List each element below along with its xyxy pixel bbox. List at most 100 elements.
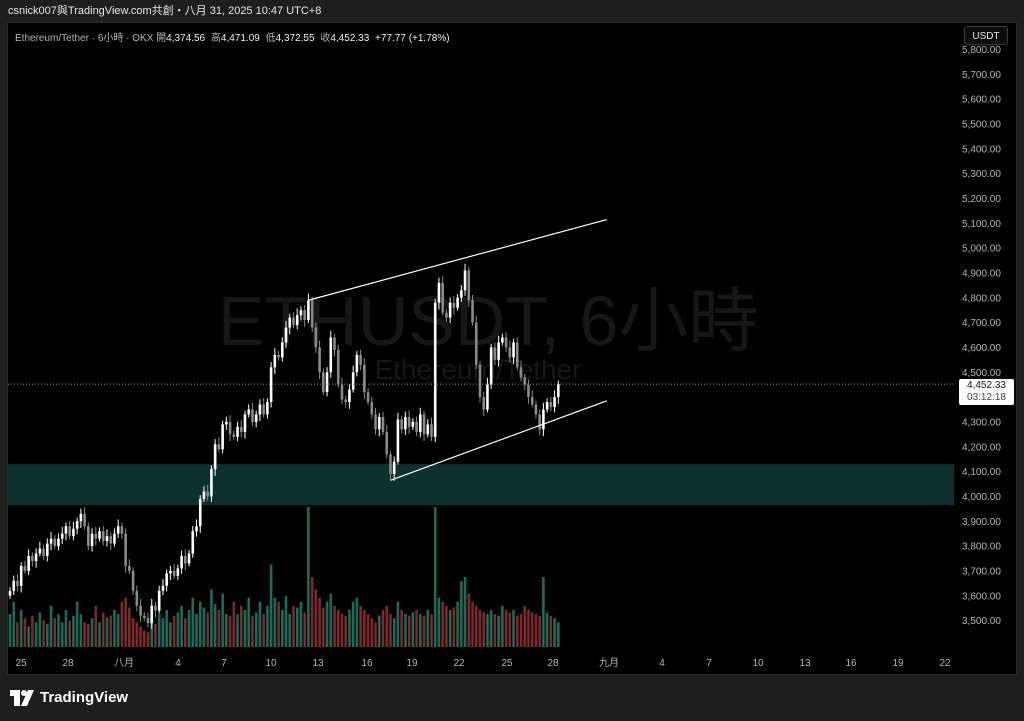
chart-legend: Ethereum/Tether · 6小時 · OKX 開4,374.56 高4…: [15, 29, 453, 44]
volume-bar: [128, 607, 131, 647]
volume-bar: [478, 609, 482, 647]
volume-bar: [75, 601, 79, 647]
volume-bar: [333, 605, 336, 647]
y-axis-label: 5,700.00: [962, 70, 1001, 81]
volume-bar: [239, 605, 243, 647]
candle-body: [467, 270, 471, 301]
volume-bar: [269, 564, 273, 647]
volume-bar: [251, 615, 254, 647]
candle-body: [433, 302, 437, 437]
candle-body: [310, 300, 314, 328]
volume-bar: [198, 601, 202, 647]
y-axis-label: 4,800.00: [962, 293, 1001, 304]
candle-body: [262, 404, 265, 415]
y-axis-label: 3,600.00: [962, 591, 1001, 602]
candle-body: [325, 372, 329, 393]
y-axis-label: 5,600.00: [962, 95, 1001, 106]
candle-body: [534, 404, 538, 415]
volume-bar: [83, 622, 86, 647]
volume-bar: [381, 609, 385, 647]
candle-body: [389, 454, 392, 475]
candle-body: [191, 531, 195, 554]
volume-bar: [325, 601, 329, 647]
volume-bar: [411, 612, 415, 647]
volume-bar: [161, 618, 165, 647]
candle-body: [549, 402, 553, 408]
volume-bar: [348, 609, 351, 647]
candle-body: [254, 414, 258, 422]
share-header: csnick007與TradingView.com共創・八月 31, 2025 …: [0, 0, 1024, 22]
y-axis-label: 4,100.00: [962, 467, 1001, 478]
candle-body: [105, 536, 109, 542]
volume-bar: [191, 597, 195, 647]
volume-bar: [486, 614, 489, 647]
chart-frame[interactable]: ETHUSDT, 6小時 Ethereum/Tether 5,800.00 5,7…: [7, 22, 1017, 675]
volume-bar: [105, 617, 109, 647]
candle-body: [172, 570, 176, 576]
candle-body: [377, 416, 381, 430]
candle-body: [64, 526, 68, 534]
volume-bar: [213, 604, 217, 647]
candle-body: [142, 615, 146, 619]
volume-bar: [150, 620, 154, 647]
candle-body: [445, 312, 448, 318]
candle-body: [60, 533, 64, 539]
candle-body: [165, 573, 168, 586]
x-axis-label: 10: [752, 658, 764, 669]
volume-bar: [98, 622, 101, 647]
volume-bar: [508, 612, 512, 647]
volume-bar: [176, 612, 180, 647]
candle-body: [486, 384, 489, 410]
candle-body: [501, 337, 504, 343]
volume-bar: [46, 623, 49, 647]
candle-body: [385, 431, 389, 455]
candle-body: [12, 580, 16, 591]
candle-body: [116, 526, 120, 534]
candle-body: [448, 302, 452, 318]
x-axis-label: 16: [361, 658, 373, 669]
candle-body: [128, 565, 131, 571]
tradingview-logo[interactable]: TradingView: [10, 687, 128, 709]
y-axis-label: 5,300.00: [962, 169, 1001, 180]
volume-bar: [322, 607, 325, 647]
x-axis-label: 25: [15, 658, 27, 669]
volume-bar: [254, 612, 258, 647]
candle-body: [538, 414, 541, 430]
price-chart[interactable]: ETHUSDT, 6小時 Ethereum/Tether 5,800.00 5,7…: [8, 23, 1016, 674]
current-price-tag: 4,452.33 03:12:18: [959, 379, 1014, 405]
volume-bar: [116, 614, 120, 647]
candle-body: [553, 397, 556, 408]
watermark-subtitle: Ethereum/Tether: [375, 354, 582, 385]
volume-bar: [366, 614, 370, 647]
volume-bar: [549, 615, 553, 647]
volume-bar: [180, 605, 183, 647]
volume-bar: [195, 614, 198, 647]
volume-bar: [295, 607, 299, 647]
candle-body: [94, 533, 98, 539]
volume-bar: [493, 614, 497, 647]
volume-bar: [68, 620, 71, 647]
x-axis-label: 19: [406, 658, 418, 669]
candle-body: [38, 548, 42, 554]
volume-bar: [351, 601, 355, 647]
candle-body: [493, 347, 497, 360]
volume-bar: [243, 609, 247, 647]
candle-body: [72, 528, 75, 537]
volume-bar: [404, 614, 407, 647]
candle-body: [57, 538, 60, 547]
volume-bar: [344, 615, 347, 647]
volume-bar: [303, 612, 306, 647]
candle-body: [124, 533, 127, 566]
candle-body: [213, 444, 217, 470]
volume-bar: [545, 612, 549, 647]
currency-button[interactable]: USDT: [964, 26, 1008, 45]
volume-bar: [57, 614, 60, 647]
candle-body: [333, 337, 336, 350]
candle-body: [515, 342, 519, 368]
candle-body: [400, 419, 403, 430]
candle-body: [277, 354, 280, 358]
candle-body: [53, 538, 57, 547]
volume-bar: [310, 577, 314, 647]
candle-body: [381, 416, 385, 432]
candle-body: [98, 531, 101, 539]
